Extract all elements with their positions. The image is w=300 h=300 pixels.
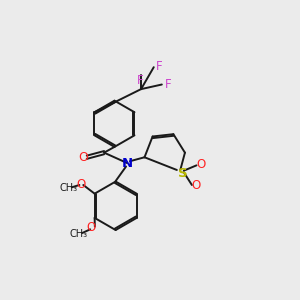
Text: F: F bbox=[156, 59, 163, 73]
Text: CH₃: CH₃ bbox=[70, 229, 88, 239]
Text: F: F bbox=[136, 74, 143, 87]
Text: N: N bbox=[122, 157, 133, 169]
Text: O: O bbox=[191, 179, 201, 192]
Text: S: S bbox=[178, 167, 188, 180]
Text: CH₃: CH₃ bbox=[59, 183, 77, 193]
Text: O: O bbox=[87, 221, 96, 235]
Text: O: O bbox=[196, 158, 205, 171]
Text: O: O bbox=[78, 151, 88, 164]
Text: F: F bbox=[165, 78, 172, 91]
Text: O: O bbox=[76, 178, 85, 191]
